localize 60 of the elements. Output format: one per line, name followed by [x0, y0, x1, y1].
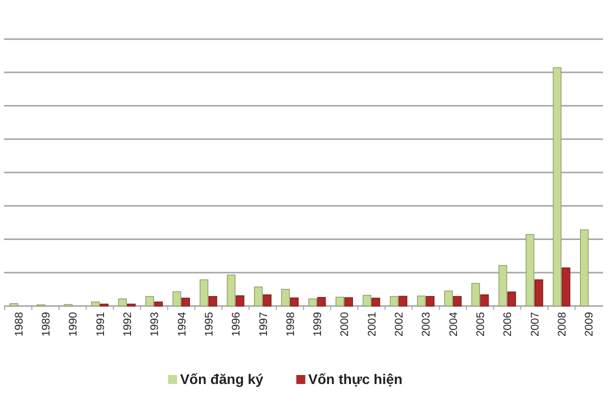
x-tick-label: 2005 [475, 312, 488, 336]
legend-label: Vốn đăng ký [180, 371, 264, 387]
x-tick-label: 2004 [448, 312, 460, 336]
bar [254, 286, 263, 306]
bar [181, 298, 190, 306]
bar [344, 297, 353, 306]
bar [317, 297, 326, 306]
x-tick-label: 1991 [94, 312, 107, 336]
bar [145, 296, 154, 306]
bar [262, 294, 272, 306]
bar [526, 234, 534, 306]
bar [336, 296, 344, 306]
x-tick-label: 1989 [40, 312, 52, 336]
bar [226, 274, 236, 306]
bar [118, 298, 127, 306]
x-tick-label: 2006 [502, 312, 514, 336]
x-tick-label: 1990 [68, 312, 80, 336]
x-tick-label: 2000 [339, 312, 352, 336]
x-tick-label: 2009 [584, 312, 596, 336]
bar [562, 267, 570, 306]
x-tick-label: 2002 [394, 312, 406, 336]
bar [290, 297, 299, 306]
bar [208, 296, 218, 306]
x-tick-label: 1988 [13, 312, 26, 336]
bar [552, 67, 562, 306]
x-tick-label: 2007 [529, 312, 542, 336]
bar [426, 296, 434, 306]
x-tick-label: 1992 [122, 312, 134, 336]
bar [362, 294, 372, 306]
bar [236, 295, 244, 306]
bar [580, 229, 589, 306]
bar [453, 296, 462, 306]
bar [91, 302, 100, 306]
bar [200, 279, 208, 306]
x-tick-label: 2003 [420, 312, 433, 336]
x-tick-label: 1998 [284, 312, 297, 336]
bar [10, 303, 18, 306]
bar [372, 298, 380, 306]
bar [444, 290, 453, 306]
x-tick-label: 1999 [312, 312, 324, 336]
bar [172, 291, 182, 306]
bar [154, 302, 163, 306]
x-tick-label: 1997 [258, 312, 270, 336]
bar [507, 292, 516, 306]
x-tick-label: 1996 [230, 312, 243, 336]
legend-label: Vốn thực hiện [308, 371, 402, 387]
bar [281, 288, 290, 306]
bar [534, 279, 544, 306]
x-tick-label: 1993 [149, 312, 162, 336]
bar [498, 265, 508, 306]
bar [390, 296, 398, 306]
bar [417, 296, 426, 306]
bar [480, 294, 489, 306]
x-tick-label: 1994 [176, 312, 188, 336]
bar [471, 282, 480, 306]
x-tick-label: 2008 [556, 312, 569, 336]
x-tick-label: 1995 [203, 312, 216, 336]
bar [308, 298, 317, 306]
x-tick-label: 2001 [366, 312, 378, 336]
bar [398, 296, 408, 306]
